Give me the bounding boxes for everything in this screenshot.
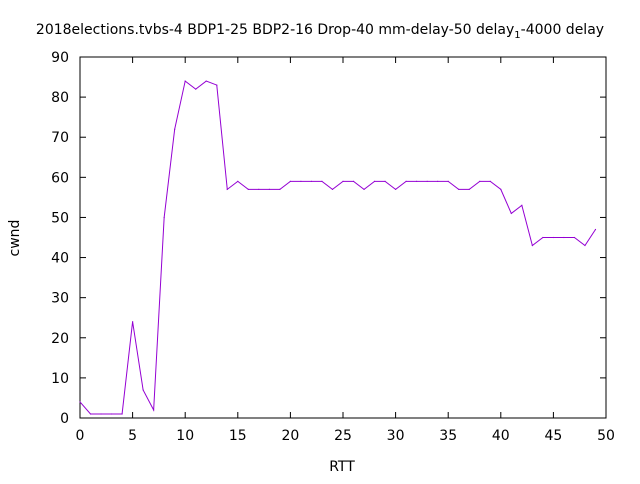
- series-line: [79, 80, 596, 415]
- data-point: [142, 389, 144, 391]
- y-tick-label: 30: [51, 291, 69, 307]
- data-point: [195, 88, 197, 90]
- data-point: [405, 180, 407, 182]
- plot-frame: [79, 56, 607, 419]
- data-point: [594, 228, 597, 231]
- data-point: [79, 401, 81, 403]
- data-point: [458, 188, 460, 190]
- data-point: [300, 180, 302, 182]
- data-point: [321, 180, 323, 182]
- data-point: [279, 188, 281, 190]
- data-point: [153, 409, 155, 411]
- y-tick-label: 70: [51, 130, 69, 146]
- data-point: [384, 180, 386, 182]
- data-point: [247, 188, 249, 190]
- x-tick-label: 0: [76, 428, 85, 444]
- data-point: [521, 204, 523, 207]
- data-point: [237, 180, 239, 182]
- x-tick-label: 40: [492, 428, 510, 444]
- y-tick-label: 10: [51, 371, 69, 387]
- x-tick-label: 45: [544, 428, 562, 444]
- x-tick-label: 50: [597, 428, 615, 444]
- y-tick-label: 20: [51, 331, 69, 347]
- y-tick-label: 60: [51, 170, 69, 186]
- chart-title-prefix: 2018elections.tvbs-4 BDP1-25 BDP2-16 Dro…: [36, 22, 514, 38]
- data-point: [110, 413, 113, 415]
- data-point: [426, 180, 428, 182]
- data-point: [184, 80, 186, 82]
- data-point: [552, 236, 555, 239]
- y-tick-label: 80: [51, 90, 69, 106]
- x-tick-label: 30: [387, 428, 405, 444]
- data-point: [289, 180, 291, 182]
- data-point: [584, 244, 586, 247]
- x-tick-label: 10: [176, 428, 194, 444]
- data-point: [468, 188, 470, 190]
- data-point: [500, 188, 502, 190]
- data-point: [205, 80, 207, 82]
- data-point: [310, 180, 313, 182]
- axes-layer: [79, 56, 607, 419]
- data-point: [163, 216, 165, 219]
- data-point: [416, 180, 418, 182]
- x-tick-label: 25: [334, 428, 352, 444]
- y-tick-label: 40: [51, 251, 69, 267]
- data-point: [342, 180, 344, 182]
- data-point: [216, 84, 218, 86]
- x-tick-label: 15: [229, 428, 247, 444]
- data-point: [121, 413, 123, 415]
- x-tick-label: 20: [281, 428, 299, 444]
- y-axis-label: cwnd: [7, 220, 23, 257]
- data-point: [395, 188, 397, 190]
- y-tick-label: 90: [51, 50, 69, 66]
- data-point: [373, 180, 376, 182]
- data-point: [510, 212, 512, 215]
- chart-title-subscript: 1: [514, 30, 520, 41]
- y-tick-label: 0: [60, 411, 69, 427]
- data-point: [331, 188, 334, 190]
- data-point: [489, 180, 491, 182]
- data-point: [89, 413, 92, 415]
- data-point: [363, 188, 365, 190]
- series-layer: [79, 80, 597, 415]
- data-point: [437, 180, 439, 182]
- chart-title-suffix: -4000 delay: [521, 22, 604, 38]
- data-point: [479, 180, 481, 182]
- data-point: [352, 180, 355, 182]
- labels-layer: 0 5 10 15 20 25 30 35 40 45 50 0 10 20 30 40 50 60 70 80 90: [51, 50, 615, 444]
- data-point: [542, 236, 544, 239]
- chart-title: 2018elections.tvbs-4 BDP1-25 BDP2-16 Dro…: [36, 22, 604, 41]
- data-point: [174, 128, 176, 130]
- x-tick-label: 5: [128, 428, 137, 444]
- data-point: [132, 321, 134, 323]
- x-tick-label: 35: [439, 428, 457, 444]
- data-point: [258, 188, 260, 190]
- y-tick-label: 50: [51, 210, 69, 226]
- data-point: [573, 236, 576, 239]
- data-point: [226, 188, 228, 190]
- data-point: [268, 188, 270, 190]
- x-axis-label: RTT: [329, 459, 355, 475]
- data-point: [100, 413, 102, 415]
- data-point: [447, 180, 449, 182]
- ticks-layer: [79, 56, 607, 419]
- data-point: [563, 236, 565, 239]
- data-point: [531, 244, 533, 247]
